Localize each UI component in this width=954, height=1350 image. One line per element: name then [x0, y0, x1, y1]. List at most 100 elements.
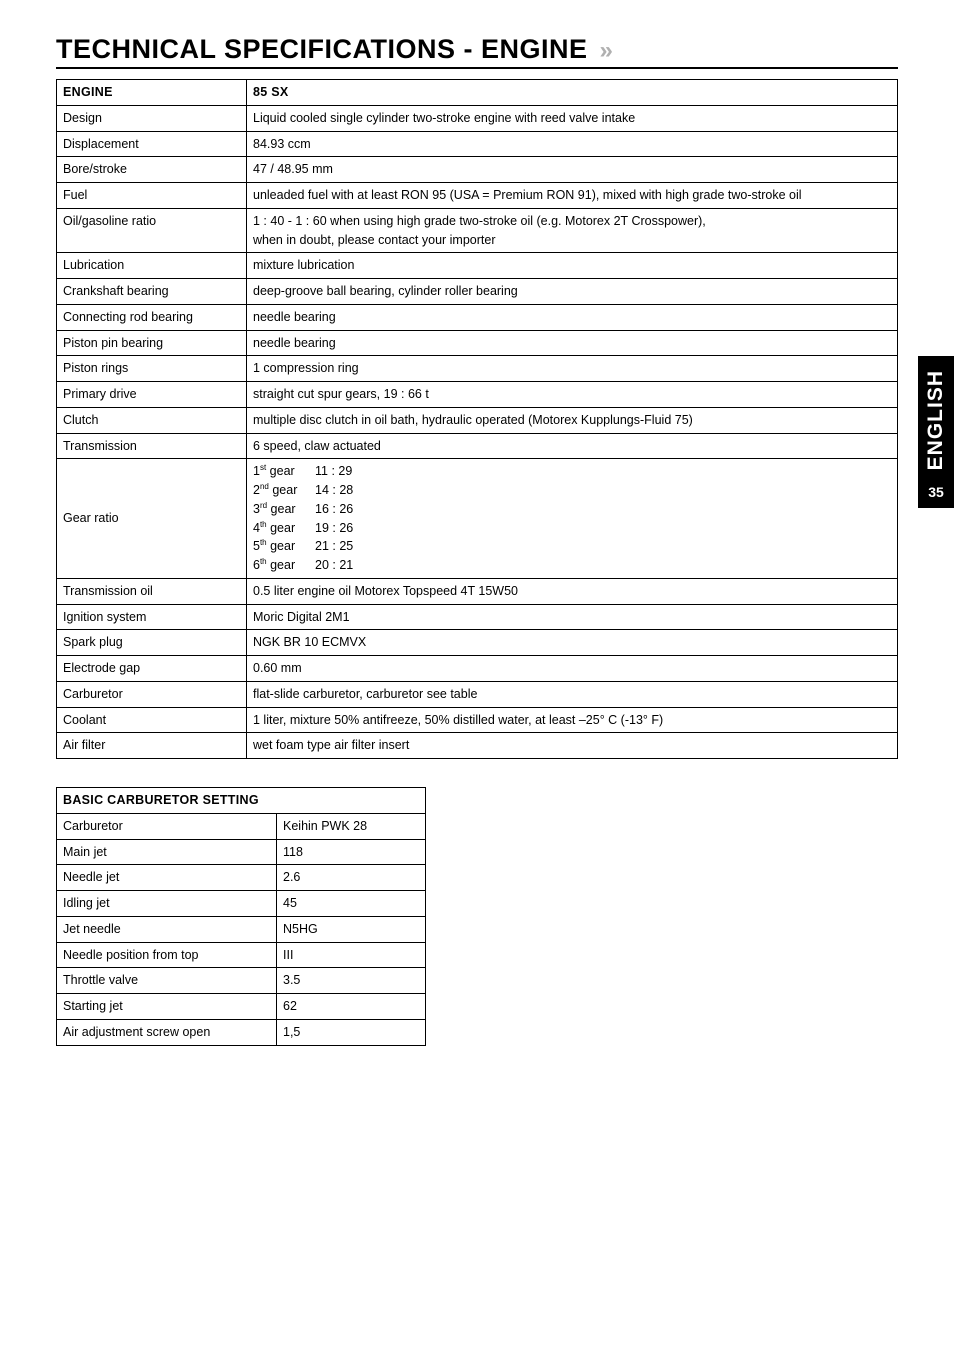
- table-row: Transmission oil0.5 liter engine oil Mot…: [57, 578, 898, 604]
- row-value: flat-slide carburetor, carburetor see ta…: [247, 681, 898, 707]
- table-row: Needle jet2.6: [57, 865, 426, 891]
- row-value: NGK BR 10 ECMVX: [247, 630, 898, 656]
- table-header-row: ENGINE 85 SX: [57, 80, 898, 106]
- row-label: Bore/stroke: [57, 157, 247, 183]
- table-header-row: BASIC CARBURETOR SETTING: [57, 788, 426, 814]
- header-engine: ENGINE: [57, 80, 247, 106]
- gear-ratio: 11 : 29: [315, 462, 352, 481]
- table-row: Ignition systemMoric Digital 2M1: [57, 604, 898, 630]
- table-row: Spark plugNGK BR 10 ECMVX: [57, 630, 898, 656]
- row-value: 1 compression ring: [247, 356, 898, 382]
- table-row: Throttle valve3.5: [57, 968, 426, 994]
- gear-ratio: 19 : 26: [315, 519, 353, 538]
- row-label: Transmission: [57, 433, 247, 459]
- row-value: 47 / 48.95 mm: [247, 157, 898, 183]
- gear-name: 4th gear: [253, 519, 315, 538]
- row-label: Transmission oil: [57, 578, 247, 604]
- row-value: 0.60 mm: [247, 656, 898, 682]
- row-value: 3.5: [277, 968, 426, 994]
- gear-line: 5th gear21 : 25: [253, 537, 891, 556]
- row-label: Electrode gap: [57, 656, 247, 682]
- gear-line: 1st gear11 : 29: [253, 462, 891, 481]
- table-row: Oil/gasoline ratio1 : 40 - 1 : 60 when u…: [57, 208, 898, 253]
- chevron-icon: »: [600, 37, 609, 65]
- row-label: Piston pin bearing: [57, 330, 247, 356]
- row-label: Needle position from top: [57, 942, 277, 968]
- gear-ratio: 20 : 21: [315, 556, 353, 575]
- row-value: 1,5: [277, 1019, 426, 1045]
- row-value: 2.6: [277, 865, 426, 891]
- row-value: unleaded fuel with at least RON 95 (USA …: [247, 183, 898, 209]
- row-label: Spark plug: [57, 630, 247, 656]
- gear-name: 3rd gear: [253, 500, 315, 519]
- table-row: Fuelunleaded fuel with at least RON 95 (…: [57, 183, 898, 209]
- gear-line: 2nd gear14 : 28: [253, 481, 891, 500]
- row-label: Clutch: [57, 407, 247, 433]
- row-label: Air adjustment screw open: [57, 1019, 277, 1045]
- row-value: 118: [277, 839, 426, 865]
- page-title-row: TECHNICAL SPECIFICATIONS - ENGINE »: [56, 34, 898, 69]
- table-row: Clutchmultiple disc clutch in oil bath, …: [57, 407, 898, 433]
- row-value: mixture lubrication: [247, 253, 898, 279]
- table-row: Main jet118: [57, 839, 426, 865]
- table-row: Displacement84.93 ccm: [57, 131, 898, 157]
- row-value: Liquid cooled single cylinder two-stroke…: [247, 105, 898, 131]
- row-label: Displacement: [57, 131, 247, 157]
- page-title: TECHNICAL SPECIFICATIONS - ENGINE: [56, 34, 588, 65]
- row-value: N5HG: [277, 916, 426, 942]
- table-row: Idling jet45: [57, 891, 426, 917]
- row-label: Oil/gasoline ratio: [57, 208, 247, 253]
- row-label: Piston rings: [57, 356, 247, 382]
- row-value: needle bearing: [247, 330, 898, 356]
- carburetor-table: BASIC CARBURETOR SETTING CarburetorKeihi…: [56, 787, 426, 1046]
- table-row: Needle position from topIII: [57, 942, 426, 968]
- table-row: DesignLiquid cooled single cylinder two-…: [57, 105, 898, 131]
- table-row: Crankshaft bearingdeep-groove ball beari…: [57, 279, 898, 305]
- row-label: Fuel: [57, 183, 247, 209]
- table-row: Air adjustment screw open1,5: [57, 1019, 426, 1045]
- row-label: Lubrication: [57, 253, 247, 279]
- row-value: III: [277, 942, 426, 968]
- row-label: Air filter: [57, 733, 247, 759]
- row-label: Crankshaft bearing: [57, 279, 247, 305]
- gear-line: 3rd gear16 : 26: [253, 500, 891, 519]
- row-label: Carburetor: [57, 681, 247, 707]
- row-value: 1st gear11 : 292nd gear14 : 283rd gear16…: [247, 459, 898, 579]
- table-row: Transmission6 speed, claw actuated: [57, 433, 898, 459]
- page-number: 35: [918, 484, 954, 500]
- row-value: wet foam type air filter insert: [247, 733, 898, 759]
- row-value: 0.5 liter engine oil Motorex Topspeed 4T…: [247, 578, 898, 604]
- engine-spec-table: ENGINE 85 SX DesignLiquid cooled single …: [56, 79, 898, 759]
- row-value: 62: [277, 994, 426, 1020]
- row-label: Primary drive: [57, 382, 247, 408]
- table-row: CarburetorKeihin PWK 28: [57, 813, 426, 839]
- table-row: Electrode gap0.60 mm: [57, 656, 898, 682]
- table-row: Air filterwet foam type air filter inser…: [57, 733, 898, 759]
- row-label: Connecting rod bearing: [57, 304, 247, 330]
- row-label: Starting jet: [57, 994, 277, 1020]
- row-value: straight cut spur gears, 19 : 66 t: [247, 382, 898, 408]
- gear-name: 5th gear: [253, 537, 315, 556]
- table-row: Starting jet62: [57, 994, 426, 1020]
- table-row-gear-ratio: Gear ratio 1st gear11 : 292nd gear14 : 2…: [57, 459, 898, 579]
- row-value: Keihin PWK 28: [277, 813, 426, 839]
- table-row: Piston rings1 compression ring: [57, 356, 898, 382]
- gear-ratio: 14 : 28: [315, 481, 353, 500]
- gear-name: 1st gear: [253, 462, 315, 481]
- table-row: Lubricationmixture lubrication: [57, 253, 898, 279]
- table-row: Bore/stroke47 / 48.95 mm: [57, 157, 898, 183]
- row-label: Coolant: [57, 707, 247, 733]
- row-label: Main jet: [57, 839, 277, 865]
- header-carb: BASIC CARBURETOR SETTING: [57, 788, 426, 814]
- row-label: Design: [57, 105, 247, 131]
- language-label: ENGLISH: [924, 370, 948, 470]
- row-label: Throttle valve: [57, 968, 277, 994]
- row-value: deep-groove ball bearing, cylinder rolle…: [247, 279, 898, 305]
- row-value: 1 liter, mixture 50% antifreeze, 50% dis…: [247, 707, 898, 733]
- row-value: 84.93 ccm: [247, 131, 898, 157]
- gear-name: 6th gear: [253, 556, 315, 575]
- row-value: 45: [277, 891, 426, 917]
- side-tab: ENGLISH 35: [918, 356, 954, 508]
- row-value: 1 : 40 - 1 : 60 when using high grade tw…: [247, 208, 898, 253]
- gear-name: 2nd gear: [253, 481, 315, 500]
